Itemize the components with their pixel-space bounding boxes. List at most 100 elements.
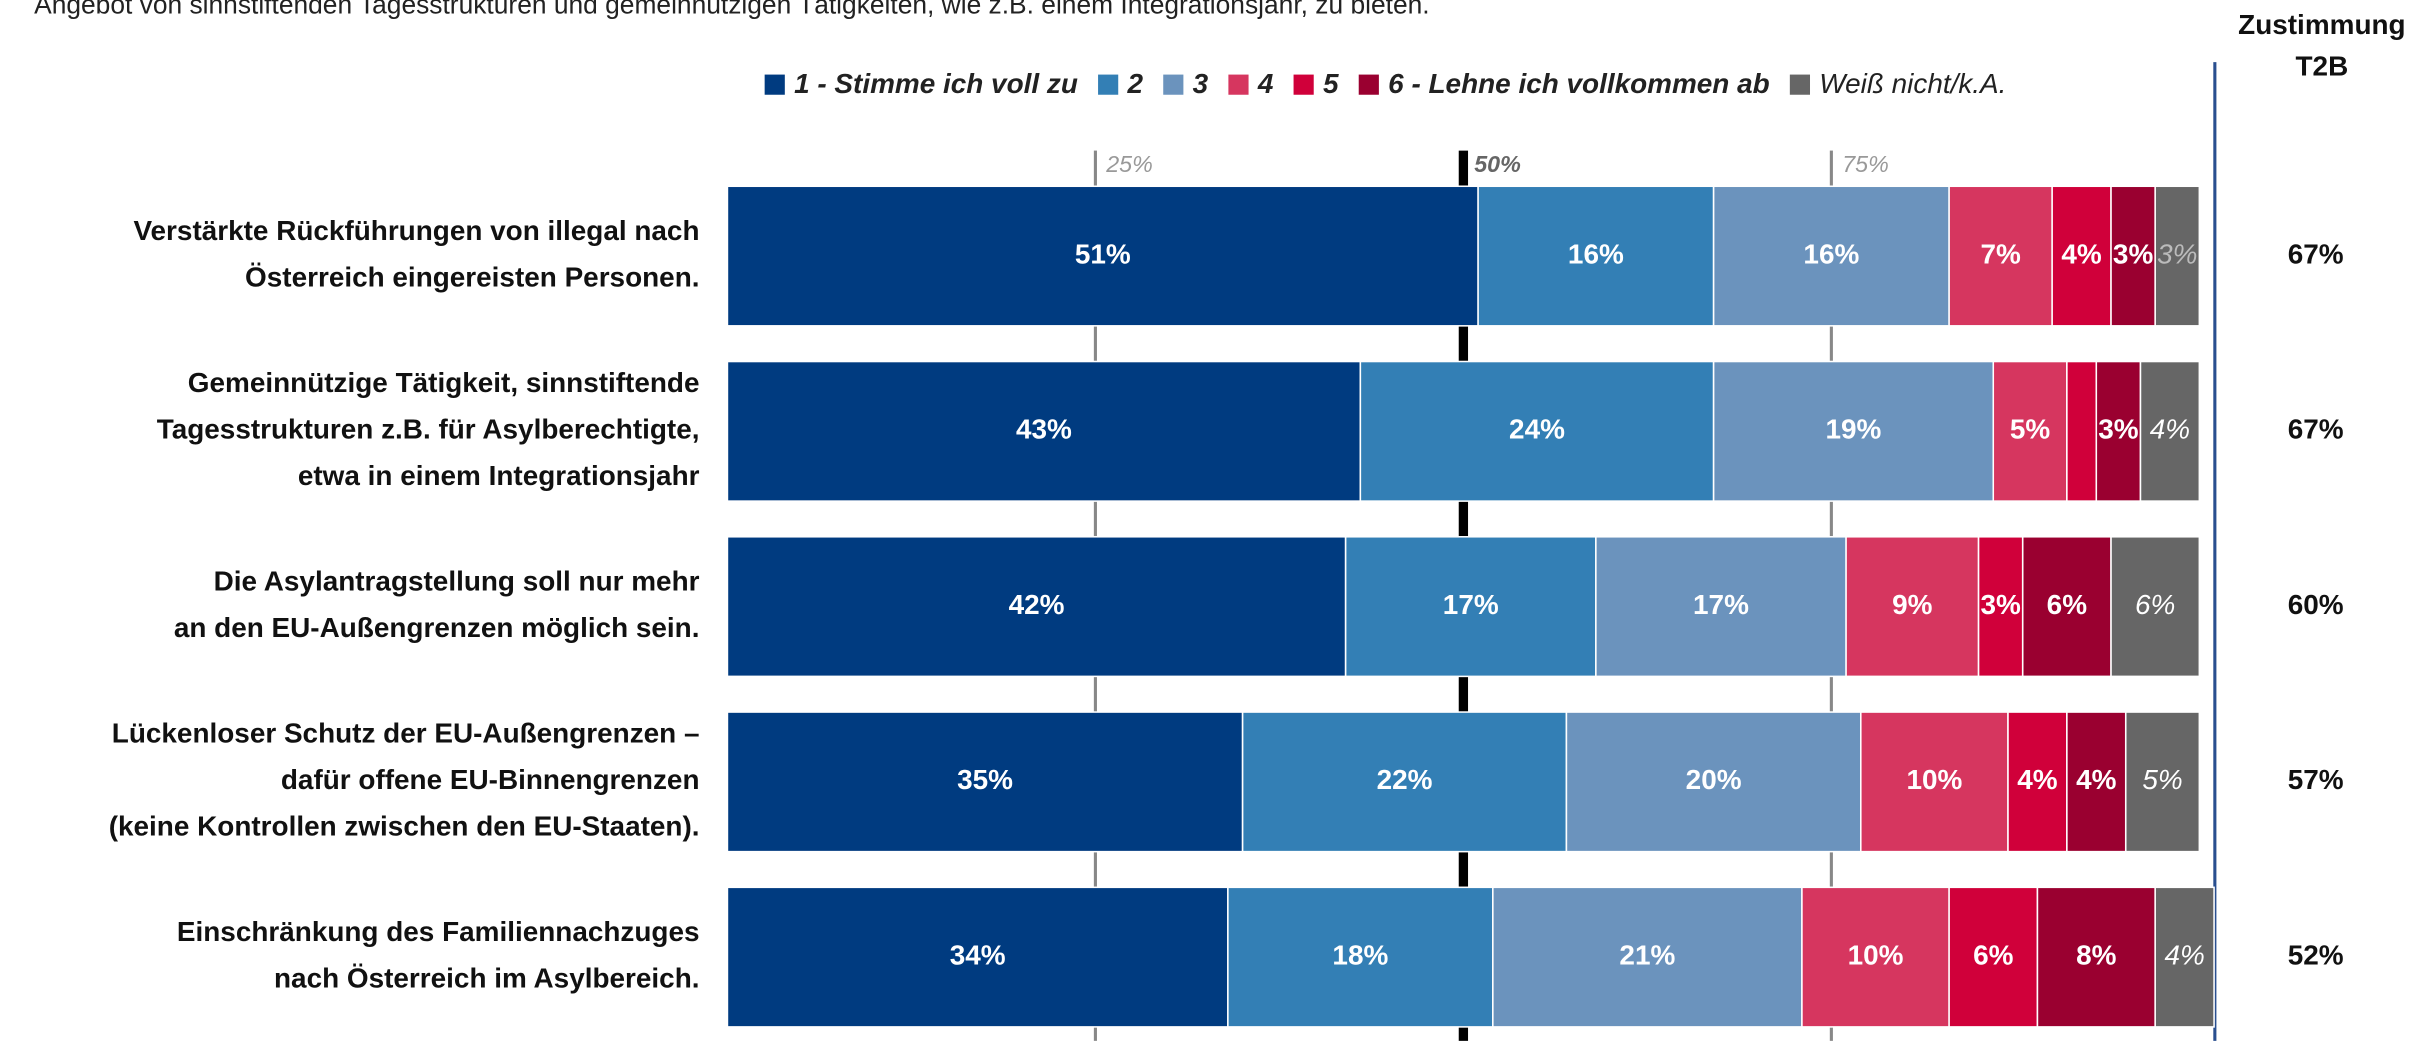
- data-label: 22%: [1377, 764, 1433, 795]
- bar-segment: [1948, 185, 2053, 327]
- legend-swatch: [1098, 74, 1119, 95]
- legend-swatch: [1228, 74, 1249, 95]
- t2b-value: 57%: [2288, 764, 2344, 795]
- category-label: Verstärkte Rückführungen von illegal nac…: [133, 215, 699, 246]
- legend-swatch: [1789, 74, 1811, 95]
- legend-label: 4: [1257, 68, 1274, 99]
- legend-swatch: [1163, 74, 1184, 95]
- category-label: (keine Kontrollen zwischen den EU-Staate…: [109, 811, 700, 842]
- data-label: 3%: [1980, 589, 2021, 620]
- bar-segment: [1801, 886, 1950, 1028]
- bar-segment: [726, 711, 1244, 853]
- bar-segment: [1565, 711, 1862, 853]
- data-label: 16%: [1803, 238, 1859, 269]
- x-tick-label: 75%: [1842, 151, 1889, 177]
- bar-segment: [1492, 886, 1803, 1028]
- bar-segment: [1860, 711, 2009, 853]
- bar-segment: [726, 886, 1229, 1028]
- t2b-value: 67%: [2288, 414, 2344, 445]
- bar-segment: [726, 185, 1479, 327]
- bar-segment: [2139, 360, 2201, 502]
- data-label: 10%: [1848, 939, 1904, 970]
- legend-label: 2: [1127, 68, 1144, 99]
- category-label: an den EU-Außengrenzen möglich sein.: [174, 612, 700, 643]
- data-label: 42%: [1009, 589, 1065, 620]
- bar-segment: [2066, 360, 2098, 502]
- category-label: Tagesstrukturen z.B. für Asylberechtigte…: [157, 414, 700, 445]
- category-label: Einschränkung des Familiennachzuges: [177, 916, 700, 947]
- bar-segment: [2066, 711, 2127, 853]
- bar-segment: [1241, 711, 1568, 853]
- data-label: 17%: [1443, 589, 1499, 620]
- data-label: 43%: [1016, 414, 1072, 445]
- bar-segment: [2036, 886, 2156, 1028]
- bar-segment: [1977, 536, 2024, 678]
- legend-label: 3: [1193, 68, 1209, 99]
- legend-swatch: [1293, 74, 1314, 95]
- t2b-title: Zustimmung: [2238, 9, 2405, 40]
- bar-segment: [1227, 886, 1494, 1028]
- data-label: 10%: [1906, 764, 1962, 795]
- data-label: 3%: [2113, 238, 2154, 269]
- data-label: 5%: [2142, 764, 2182, 795]
- data-label: 4%: [2164, 939, 2204, 970]
- category-label: dafür offene EU-Binnengrenzen: [281, 764, 700, 795]
- category-label: nach Österreich im Asylbereich.: [274, 963, 700, 994]
- data-label: 20%: [1686, 764, 1742, 795]
- subtitle: Angebot von sinnstiftenden Tagesstruktur…: [34, 0, 1430, 19]
- legend-swatch: [1358, 74, 1379, 95]
- data-label: 3%: [2157, 238, 2197, 269]
- data-label: 34%: [950, 939, 1006, 970]
- bar-segment: [1948, 886, 2039, 1028]
- bar-segment: [726, 360, 1362, 502]
- t2b-value: 52%: [2288, 939, 2344, 970]
- category-label: Lückenloser Schutz der EU-Außengrenzen –: [112, 718, 700, 749]
- data-label: 4%: [2017, 764, 2058, 795]
- category-label: Gemeinnützige Tätigkeit, sinnstiftende: [188, 367, 700, 398]
- data-label: 16%: [1568, 238, 1624, 269]
- bar-segment: [2154, 185, 2201, 327]
- data-label: 6%: [1973, 939, 2014, 970]
- data-label: 18%: [1332, 939, 1388, 970]
- data-label: 24%: [1509, 414, 1565, 445]
- data-label: 6%: [2047, 589, 2088, 620]
- bar-segment: [1359, 360, 1715, 502]
- bar-segment: [1992, 360, 2068, 502]
- legend-label: 5: [1323, 68, 1339, 99]
- data-label: 3%: [2098, 414, 2139, 445]
- bar-segment: [726, 536, 1347, 678]
- data-label: 7%: [1980, 238, 2021, 269]
- legend-label: 6 - Lehne ich vollkommen ab: [1388, 68, 1769, 99]
- data-label: 17%: [1693, 589, 1749, 620]
- bar-segment: [1712, 185, 1950, 327]
- t2b-title: T2B: [2296, 51, 2349, 82]
- data-label: 8%: [2076, 939, 2117, 970]
- bar-segment: [2110, 536, 2201, 678]
- legend-label: Weiß nicht/k.A.: [1819, 68, 2006, 99]
- x-tick-label: 50%: [1474, 151, 1521, 177]
- legend-swatch: [764, 74, 785, 95]
- category-label: etwa in einem Integrationsjahr: [298, 460, 700, 491]
- x-tick-label: 25%: [1105, 151, 1153, 177]
- data-label: 4%: [2076, 764, 2117, 795]
- data-label: 21%: [1619, 939, 1675, 970]
- bar-segment: [1344, 536, 1597, 678]
- legend-label: 1 - Stimme ich voll zu: [794, 68, 1078, 99]
- t2b-value: 67%: [2288, 238, 2344, 269]
- data-label: 51%: [1075, 238, 1131, 269]
- bar-segment: [2007, 711, 2068, 853]
- data-label: 19%: [1826, 414, 1882, 445]
- data-label: 4%: [2061, 238, 2102, 269]
- category-label: Die Asylantragstellung soll nur mehr: [214, 566, 700, 597]
- t2b-value: 60%: [2288, 589, 2344, 620]
- data-label: 9%: [1892, 589, 1933, 620]
- bar-segment: [1712, 360, 1995, 502]
- bar-segment: [2051, 185, 2112, 327]
- bar-segment: [1477, 185, 1715, 327]
- data-label: 35%: [957, 764, 1013, 795]
- data-label: 6%: [2135, 589, 2175, 620]
- bar-segment: [2124, 711, 2201, 853]
- bar-segment: [2154, 886, 2215, 1028]
- data-label: 4%: [2150, 414, 2190, 445]
